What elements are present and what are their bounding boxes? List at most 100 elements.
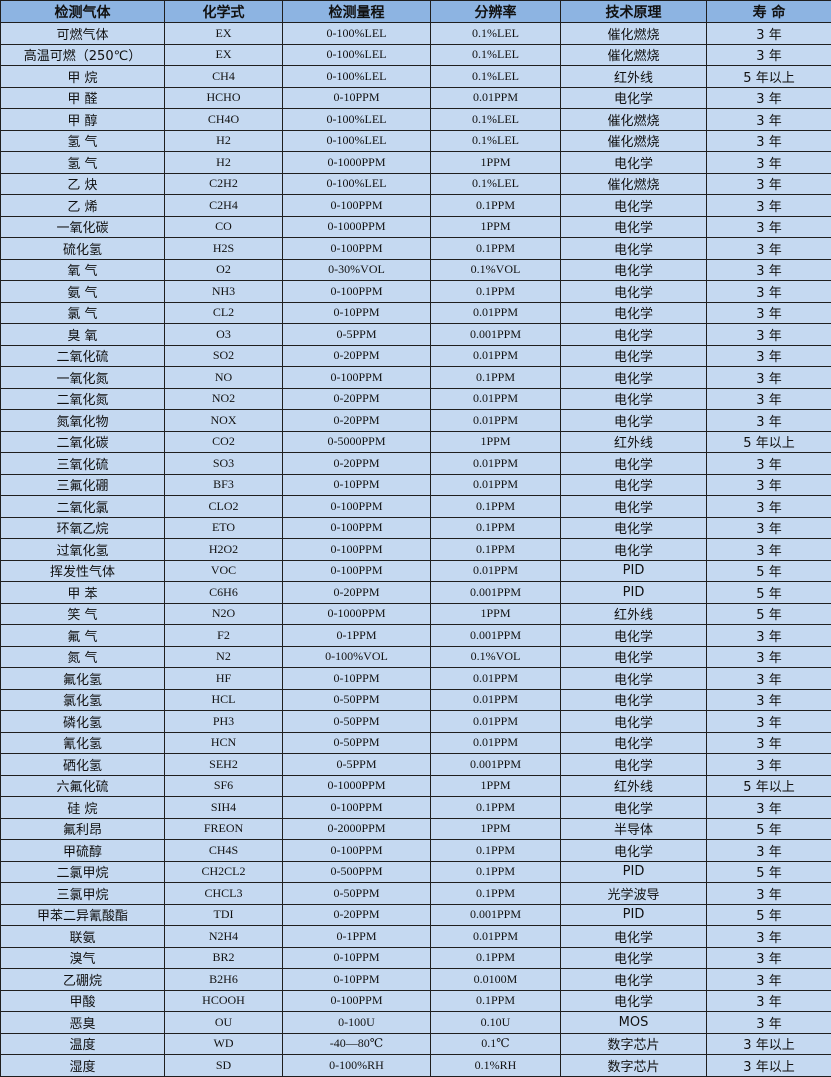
cell-formula: VOC	[165, 560, 283, 582]
cell-principle: 电化学	[561, 689, 707, 711]
cell-resolution: 0.01PPM	[431, 302, 561, 324]
cell-range: 0-100%LEL	[283, 173, 431, 195]
cell-principle: 电化学	[561, 324, 707, 346]
cell-range: 0-500PPM	[283, 861, 431, 883]
cell-principle: 电化学	[561, 969, 707, 991]
cell-formula: CH4S	[165, 840, 283, 862]
cell-lifespan: 3 年	[707, 474, 831, 496]
cell-resolution: 0.1℃	[431, 1033, 561, 1055]
cell-gas: 氯化氢	[1, 689, 165, 711]
cell-gas: 一氧化氮	[1, 367, 165, 389]
cell-lifespan: 3 年	[707, 517, 831, 539]
cell-resolution: 0.1%LEL	[431, 130, 561, 152]
cell-formula: NO	[165, 367, 283, 389]
cell-resolution: 1PPM	[431, 775, 561, 797]
cell-gas: 氢 气	[1, 152, 165, 174]
cell-range: 0-100PPM	[283, 539, 431, 561]
cell-range: 0-50PPM	[283, 732, 431, 754]
cell-formula: H2S	[165, 238, 283, 260]
cell-formula: SD	[165, 1055, 283, 1077]
cell-lifespan: 3 年	[707, 1012, 831, 1034]
cell-resolution: 0.1PPM	[431, 861, 561, 883]
cell-principle: 电化学	[561, 625, 707, 647]
header-lifespan: 寿 命	[707, 1, 831, 23]
cell-gas: 二氧化碳	[1, 431, 165, 453]
cell-range: 0-10PPM	[283, 87, 431, 109]
cell-principle: 电化学	[561, 990, 707, 1012]
cell-gas: 甲 醇	[1, 109, 165, 131]
cell-resolution: 0.01PPM	[431, 87, 561, 109]
cell-formula: CH4	[165, 66, 283, 88]
cell-gas: 甲酸	[1, 990, 165, 1012]
cell-lifespan: 5 年	[707, 603, 831, 625]
cell-formula: N2O	[165, 603, 283, 625]
cell-gas: 甲硫醇	[1, 840, 165, 862]
cell-formula: NO2	[165, 388, 283, 410]
cell-lifespan: 3 年	[707, 345, 831, 367]
cell-resolution: 0.1PPM	[431, 238, 561, 260]
cell-principle: 电化学	[561, 453, 707, 475]
cell-resolution: 0.001PPM	[431, 582, 561, 604]
cell-lifespan: 3 年	[707, 388, 831, 410]
cell-lifespan: 5 年	[707, 582, 831, 604]
cell-lifespan: 5 年以上	[707, 775, 831, 797]
cell-principle: 数字芯片	[561, 1055, 707, 1077]
cell-range: 0-100PPM	[283, 990, 431, 1012]
cell-lifespan: 5 年以上	[707, 431, 831, 453]
cell-principle: 催化燃烧	[561, 23, 707, 45]
cell-range: 0-20PPM	[283, 582, 431, 604]
cell-resolution: 0.1%LEL	[431, 173, 561, 195]
cell-principle: 电化学	[561, 195, 707, 217]
cell-principle: 光学波导	[561, 883, 707, 905]
cell-resolution: 1PPM	[431, 216, 561, 238]
cell-lifespan: 3 年	[707, 668, 831, 690]
cell-range: 0-1000PPM	[283, 775, 431, 797]
cell-lifespan: 3 年	[707, 152, 831, 174]
cell-resolution: 1PPM	[431, 603, 561, 625]
cell-lifespan: 3 年	[707, 947, 831, 969]
cell-range: 0-10PPM	[283, 668, 431, 690]
cell-range: 0-20PPM	[283, 904, 431, 926]
cell-lifespan: 3 年	[707, 410, 831, 432]
cell-gas: 二氯甲烷	[1, 861, 165, 883]
cell-range: 0-5PPM	[283, 754, 431, 776]
cell-lifespan: 5 年	[707, 560, 831, 582]
cell-principle: 电化学	[561, 410, 707, 432]
cell-formula: O2	[165, 259, 283, 281]
cell-gas: 甲 醛	[1, 87, 165, 109]
cell-principle: 电化学	[561, 840, 707, 862]
cell-lifespan: 3 年	[707, 453, 831, 475]
cell-formula: SO3	[165, 453, 283, 475]
cell-formula: EX	[165, 44, 283, 66]
cell-resolution: 0.001PPM	[431, 324, 561, 346]
cell-principle: 红外线	[561, 775, 707, 797]
cell-range: 0-1PPM	[283, 926, 431, 948]
cell-range: 0-10PPM	[283, 302, 431, 324]
cell-formula: CH2CL2	[165, 861, 283, 883]
cell-formula: HCN	[165, 732, 283, 754]
cell-formula: CHCL3	[165, 883, 283, 905]
cell-lifespan: 3 年	[707, 195, 831, 217]
cell-gas: 三氯甲烷	[1, 883, 165, 905]
cell-range: 0-100%LEL	[283, 109, 431, 131]
cell-range: 0-20PPM	[283, 453, 431, 475]
cell-lifespan: 3 年	[707, 367, 831, 389]
cell-lifespan: 3 年	[707, 539, 831, 561]
cell-gas: 氟 气	[1, 625, 165, 647]
